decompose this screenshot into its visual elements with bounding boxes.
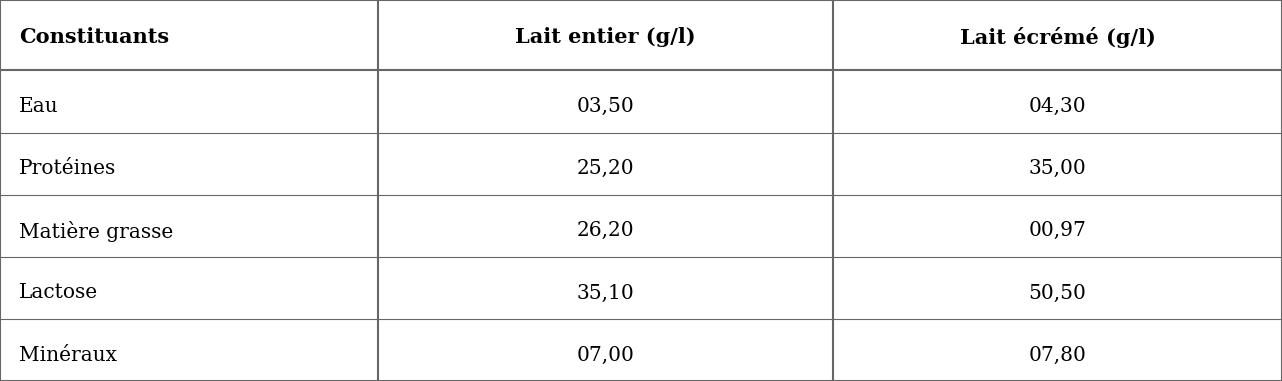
Text: Protéines: Protéines	[19, 159, 117, 178]
Text: 07,80: 07,80	[1028, 346, 1087, 365]
Text: 00,97: 00,97	[1028, 221, 1087, 240]
Text: 03,50: 03,50	[577, 97, 635, 116]
Text: Constituants: Constituants	[19, 27, 169, 46]
Text: Eau: Eau	[19, 97, 59, 116]
Text: Lait entier (g/l): Lait entier (g/l)	[515, 27, 696, 46]
Text: Minéraux: Minéraux	[19, 346, 117, 365]
Text: 25,20: 25,20	[577, 159, 635, 178]
Text: 35,10: 35,10	[577, 283, 635, 303]
Text: 04,30: 04,30	[1029, 97, 1086, 116]
Text: Lait écrémé (g/l): Lait écrémé (g/l)	[960, 27, 1155, 48]
Text: Lactose: Lactose	[19, 283, 99, 303]
Text: 07,00: 07,00	[577, 346, 635, 365]
Text: 35,00: 35,00	[1028, 159, 1087, 178]
Text: Matière grasse: Matière grasse	[19, 221, 173, 242]
Text: 26,20: 26,20	[577, 221, 635, 240]
Text: 50,50: 50,50	[1028, 283, 1087, 303]
